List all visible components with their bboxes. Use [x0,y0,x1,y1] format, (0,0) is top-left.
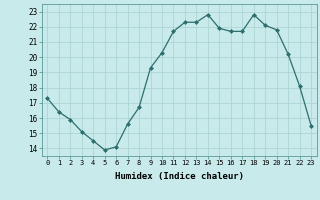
X-axis label: Humidex (Indice chaleur): Humidex (Indice chaleur) [115,172,244,181]
